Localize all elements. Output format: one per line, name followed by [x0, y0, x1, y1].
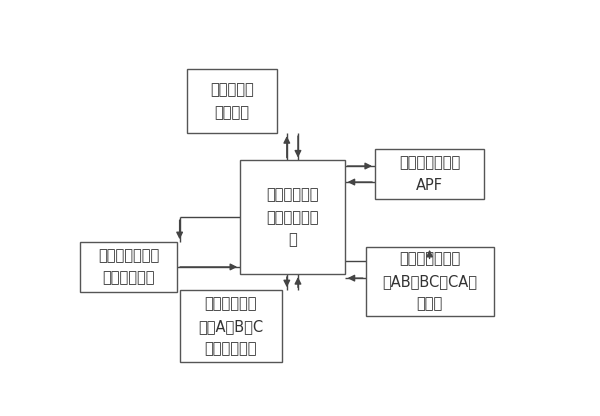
Text: 支路短距离
通信模块: 支路短距离 通信模块: [210, 82, 254, 120]
Bar: [240, 161, 344, 274]
Bar: [187, 69, 277, 133]
Text: 支路电能质量
治理装置控制
器: 支路电能质量 治理装置控制 器: [266, 188, 319, 247]
Text: 支路有级有功补
偿AB、BC、CA线
线电容: 支路有级有功补 偿AB、BC、CA线 线电容: [382, 252, 477, 311]
Bar: [80, 242, 178, 292]
Bar: [375, 149, 484, 199]
Text: 支路有级无功
补偿A、B、C
相分补电容器: 支路有级无功 补偿A、B、C 相分补电容器: [198, 297, 263, 356]
Text: 支路谐波滤波器
APF: 支路谐波滤波器 APF: [399, 156, 460, 193]
Text: 支路有级无功补
偿共补电容器: 支路有级无功补 偿共补电容器: [98, 248, 159, 285]
Bar: [179, 290, 282, 362]
Bar: [365, 247, 493, 316]
